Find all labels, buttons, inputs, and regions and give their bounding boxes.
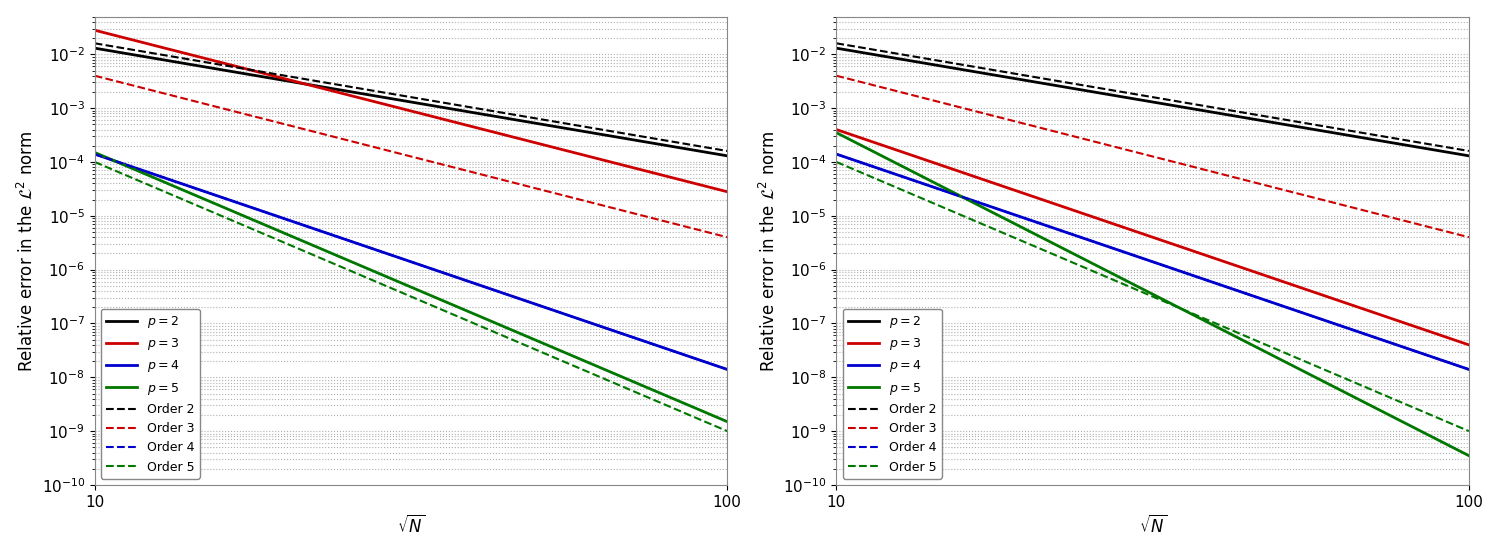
Y-axis label: Relative error in the $\mathcal{L}^2$ norm: Relative error in the $\mathcal{L}^2$ no… (759, 130, 777, 372)
Legend: $p = 2$, $p = 3$, $p = 4$, $p = 5$, Order 2, Order 3, Order 4, Order 5: $p = 2$, $p = 3$, $p = 4$, $p = 5$, Orde… (843, 309, 942, 479)
X-axis label: $\sqrt{N}$: $\sqrt{N}$ (1138, 515, 1167, 537)
X-axis label: $\sqrt{N}$: $\sqrt{N}$ (398, 515, 424, 537)
Legend: $p = 2$, $p = 3$, $p = 4$, $p = 5$, Order 2, Order 3, Order 4, Order 5: $p = 2$, $p = 3$, $p = 4$, $p = 5$, Orde… (100, 309, 200, 479)
Y-axis label: Relative error in the $\mathcal{L}^2$ norm: Relative error in the $\mathcal{L}^2$ no… (16, 130, 36, 372)
